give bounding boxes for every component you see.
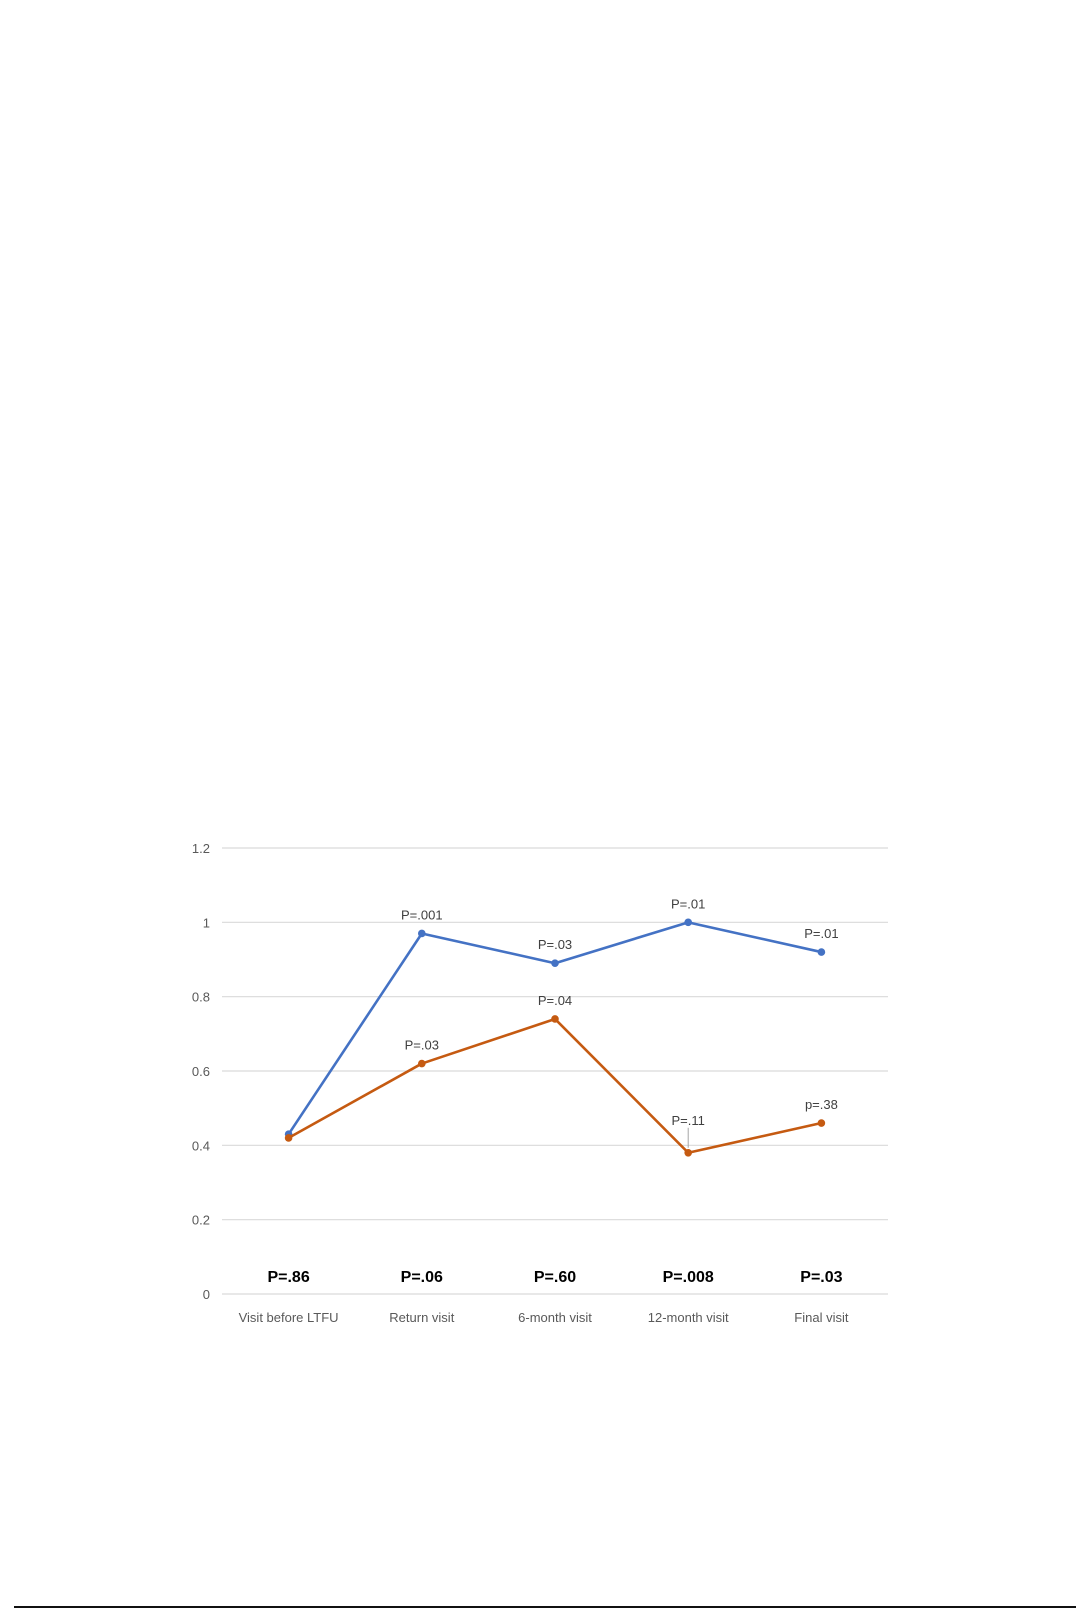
p-value-label: P=.06 xyxy=(401,1269,443,1286)
y-tick-label: 0.8 xyxy=(192,990,210,1005)
y-tick-label: 1.2 xyxy=(192,841,210,856)
p-value-label: P=.86 xyxy=(267,1269,309,1286)
data-label: P=.11 xyxy=(672,1113,705,1128)
p-value-label: P=.008 xyxy=(663,1269,714,1286)
data-point xyxy=(684,918,692,927)
x-category-label: Visit before LTFU xyxy=(239,1310,339,1325)
y-tick-label: 0 xyxy=(203,1287,210,1302)
p-value-label: P=.03 xyxy=(800,1269,842,1286)
data-label: P=.01 xyxy=(671,896,705,911)
y-tick-label: 0.6 xyxy=(192,1064,210,1079)
y-tick-label: 0.2 xyxy=(192,1213,210,1228)
bottom-p-values: P=.86 P=.06 P=.60 P=.008 P=.03 xyxy=(267,1269,842,1286)
y-tick-label: 1 xyxy=(203,915,210,930)
data-label: P=.01 xyxy=(804,926,838,941)
x-category-label: 12-month visit xyxy=(648,1310,729,1325)
series-line-0 xyxy=(287,921,822,1135)
x-category-label: Return visit xyxy=(389,1310,454,1325)
p-value-label: P=.60 xyxy=(534,1269,576,1286)
data-point xyxy=(684,1148,692,1157)
data-label: P=.03 xyxy=(405,1038,439,1053)
data-label: p=.38 xyxy=(805,1097,838,1112)
y-tick-label: 0.4 xyxy=(192,1138,210,1153)
data-point xyxy=(418,1059,426,1068)
series-line-1 xyxy=(287,1017,822,1155)
grid-lines xyxy=(222,847,888,1295)
x-axis-categories: Visit before LTFU Return visit 6-month vis… xyxy=(239,1310,849,1325)
data-point xyxy=(418,929,426,938)
data-label: P=.03 xyxy=(538,937,572,952)
footer-rule xyxy=(14,1606,1076,1608)
point-labels: P=.001 P=.03 P=.01 P=.01 P=.03 P=.04 P=.11 p=.3… xyxy=(401,896,839,1148)
data-label: P=.001 xyxy=(401,907,443,922)
series-lines xyxy=(284,918,826,1157)
y-axis-ticks: 0 0.2 0.4 0.6 0.8 1 1.2 xyxy=(192,841,210,1302)
data-point xyxy=(551,1015,559,1023)
data-point xyxy=(817,1119,826,1127)
data-point xyxy=(551,959,559,968)
x-category-label: Final visit xyxy=(794,1310,849,1325)
data-label: P=.04 xyxy=(538,993,572,1008)
x-category-label: 6-month visit xyxy=(518,1310,592,1325)
data-point xyxy=(284,1134,293,1142)
data-point xyxy=(817,948,826,956)
